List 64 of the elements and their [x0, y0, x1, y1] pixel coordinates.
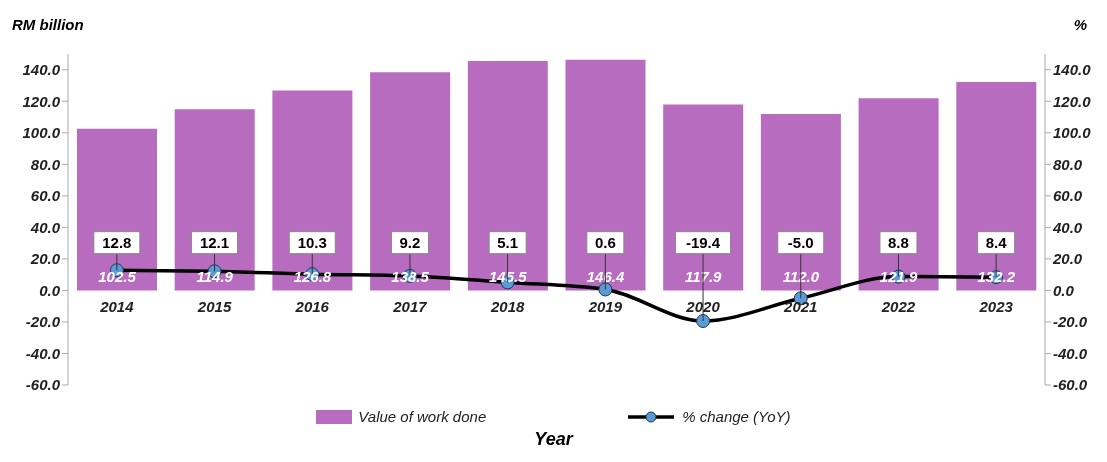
- x-tick-label: 2022: [880, 298, 916, 316]
- bar: [565, 59, 646, 291]
- data-label: 9.2: [399, 233, 421, 251]
- bar: [77, 128, 157, 291]
- data-label: 126.8: [293, 268, 332, 286]
- y-tick-label: 40.0: [29, 218, 61, 236]
- y-tick-label: 140.0: [22, 61, 61, 79]
- y2-tick-label: 100.0: [1053, 124, 1092, 142]
- data-label: 10.3: [297, 233, 327, 251]
- data-label: -19.4: [685, 233, 721, 251]
- x-tick-label: 2015: [196, 298, 232, 316]
- x-tick-label: 2017: [392, 298, 428, 316]
- x-tick-label: 2014: [99, 298, 135, 316]
- data-label: 5.1: [497, 233, 519, 251]
- data-label: 117.9: [684, 268, 723, 286]
- data-label: 102.5: [98, 268, 137, 286]
- bar: [370, 72, 451, 291]
- legend-label: % change (YoY): [682, 408, 791, 425]
- legend-label: Value of work done: [358, 408, 487, 425]
- data-label: 8.4: [985, 233, 1008, 251]
- data-label: 0.6: [594, 233, 616, 251]
- bar: [467, 61, 548, 291]
- y-tick-label: 100.0: [22, 124, 61, 142]
- y2-tick-label: -20.0: [1053, 313, 1088, 331]
- x-tick-label: 2016: [294, 298, 330, 316]
- y2-tick-label: 40.0: [1052, 218, 1083, 236]
- y2-tick-label: 120.0: [1053, 92, 1092, 110]
- y-tick-label: 80.0: [30, 155, 61, 173]
- data-label: -5.0: [787, 233, 814, 251]
- data-label: 132.2: [977, 268, 1016, 286]
- y2-tick-label: 0.0: [1053, 281, 1075, 299]
- y-tick-label: -60.0: [25, 376, 61, 394]
- y2-tick-label: 140.0: [1053, 61, 1092, 79]
- y2-tick-label: -60.0: [1053, 376, 1088, 394]
- x-tick-label: 2020: [685, 298, 721, 316]
- x-tick-label: 2018: [489, 298, 525, 316]
- y2-tick-label: 60.0: [1053, 187, 1083, 205]
- y-tick-label: 20.0: [29, 250, 61, 268]
- x-axis-title: Year: [533, 429, 575, 450]
- data-label: 121.9: [879, 268, 919, 286]
- y2-tick-label: 80.0: [1053, 155, 1083, 173]
- data-label: 114.9: [196, 268, 234, 286]
- y-tick-label: -20.0: [25, 313, 61, 331]
- bar: [272, 90, 353, 291]
- y2-tick-label: -40.0: [1053, 344, 1088, 362]
- bar: [858, 98, 939, 291]
- y-tick-label: 120.0: [22, 92, 61, 110]
- x-tick-label: 2019: [587, 298, 623, 316]
- y2-tick-label: 20.0: [1052, 250, 1083, 268]
- y-tick-label: 0.0: [39, 281, 61, 299]
- bar: [663, 104, 744, 291]
- data-label: 12.8: [102, 233, 132, 251]
- x-tick-label: 2021: [783, 298, 818, 316]
- data-label: 12.1: [199, 233, 230, 251]
- data-label: 8.8: [888, 233, 909, 251]
- y2-axis-title: %: [1073, 16, 1087, 33]
- y-axis-title: RM billion: [12, 16, 84, 33]
- y-tick-label: 60.0: [30, 187, 61, 205]
- bar: [174, 109, 255, 291]
- bar: [956, 82, 1037, 291]
- y-tick-label: -40.0: [25, 344, 61, 362]
- bar: [760, 113, 841, 291]
- data-label: 138.5: [391, 268, 430, 286]
- x-tick-label: 2023: [978, 298, 1014, 316]
